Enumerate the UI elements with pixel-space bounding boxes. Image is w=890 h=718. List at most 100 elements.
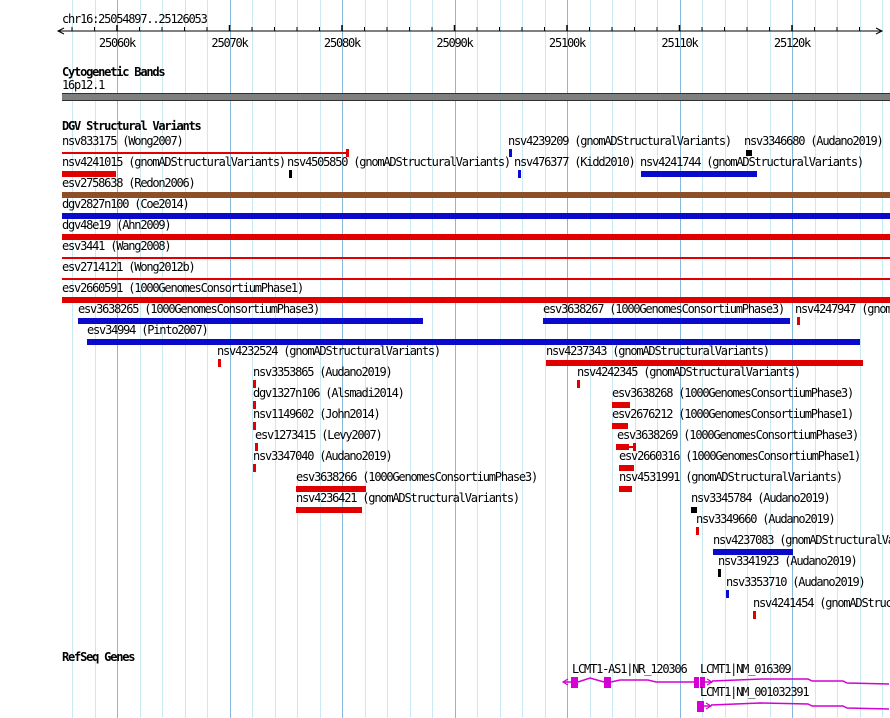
transcript-intron-line[interactable] [610,679,694,683]
transcript-exon-block[interactable] [694,677,699,688]
variant-glyph-bar[interactable] [62,234,890,240]
variant-label[interactable]: nsv4241015 (gnomADStructuralVariants) [62,155,286,169]
variant-glyph-line[interactable] [629,446,634,448]
variant-glyph-tick[interactable] [518,170,521,178]
variant-label[interactable]: nsv4239209 (gnomADStructuralVariants) [508,134,732,148]
variant-glyph-tick[interactable] [509,149,512,157]
variant-label[interactable]: esv2758638 (Redon2006) [62,176,196,190]
variant-label[interactable]: esv3638267 (1000GenomesConsortiumPhase3) [543,302,785,316]
variant-glyph-bar[interactable] [296,507,362,513]
variant-label[interactable]: esv3638268 (1000GenomesConsortiumPhase3) [612,386,854,400]
variant-glyph-line[interactable] [62,152,348,154]
transcript-exon-block[interactable] [700,677,705,688]
variant-label[interactable]: esv3638265 (1000GenomesConsortiumPhase3) [78,302,320,316]
variant-glyph-bar[interactable] [543,318,790,324]
variant-glyph-tick[interactable] [753,611,756,619]
variant-label[interactable]: esv2660316 (1000GenomesConsortiumPhase1) [619,449,861,463]
gridline-minor [409,0,411,718]
variant-label[interactable]: nsv4232524 (gnomADStructuralVariants) [217,344,441,358]
variant-glyph-line[interactable] [62,257,890,259]
variant-label[interactable]: nsv3353710 (Audano2019) [726,575,866,589]
transcript-intron-line[interactable] [710,702,890,710]
variant-glyph-bar[interactable] [78,318,423,324]
variant-label[interactable]: dgv1327n106 (Alsmadi2014) [253,386,405,400]
variant-glyph-bar[interactable] [612,423,628,429]
transcript-exon-block[interactable] [571,677,578,688]
variant-label[interactable]: nsv3346680 (Audano2019) [744,134,884,148]
variant-label[interactable]: nsv4241454 (gnomADStructuralVariants) [753,596,890,610]
variant-glyph-tick[interactable] [633,443,636,451]
gridline-major [117,0,118,718]
variant-glyph-bar[interactable] [641,171,757,177]
coordinate-ruler[interactable]: 25060k 25070k 25080k 25090k 25100k 25110k 2512… [0,0,890,56]
variant-glyph-tick[interactable] [253,401,256,409]
variant-label[interactable]: nsv833175 (Wong2007) [62,134,184,148]
variant-label[interactable]: nsv4505850 (gnomADStructuralVariants) [287,155,511,169]
variant-label[interactable]: nsv4531991 (gnomADStructuralVariants) [619,470,843,484]
variant-label[interactable]: nsv4241744 (gnomADStructuralVariants) [640,155,864,169]
variant-glyph-tick[interactable] [253,422,256,430]
variant-glyph-line[interactable] [62,278,890,280]
variant-glyph-bar[interactable] [87,339,860,345]
variant-label[interactable]: esv3638266 (1000GenomesConsortiumPhase3) [296,470,538,484]
variant-label[interactable]: nsv3349660 (Audano2019) [696,512,836,526]
variant-label[interactable]: nsv476377 (Kidd2010) [514,155,636,169]
variant-glyph-tick[interactable] [726,590,729,598]
variant-glyph-bar[interactable] [619,465,634,471]
transcript-label[interactable]: LCMT1|NM_001032391 [700,685,810,699]
variant-label[interactable]: nsv4236421 (gnomADStructuralVariants) [296,491,520,505]
variant-glyph-square[interactable] [746,150,752,156]
variant-label[interactable]: esv2660591 (1000GenomesConsortiumPhase1) [62,281,304,295]
variant-glyph-tick[interactable] [255,443,258,451]
variant-label[interactable]: esv1273415 (Levy2007) [255,428,383,442]
gridline-minor [72,0,73,718]
variant-glyph-bar[interactable] [62,171,116,177]
variant-label[interactable]: esv3441 (Wang2008) [62,239,172,253]
variant-glyph-tick[interactable] [218,359,221,367]
variant-glyph-tick[interactable] [718,569,721,577]
variant-glyph-tick[interactable] [253,464,256,472]
variant-glyph-tick[interactable] [577,380,580,388]
variant-label[interactable]: nsv4247947 (gnomADStructuralVariants) [795,302,890,316]
variant-label[interactable]: esv2714121 (Wong2012b) [62,260,196,274]
variant-label[interactable]: nsv1149602 (John2014) [253,407,381,421]
variant-glyph-square[interactable] [691,507,697,513]
transcript-label[interactable]: LCMT1-AS1|NR_120306 [572,662,688,676]
variant-glyph-bar[interactable] [62,192,890,198]
variant-glyph-bar[interactable] [546,360,863,366]
variant-label[interactable]: esv34994 (Pinto2007) [87,323,209,337]
variant-label[interactable]: nsv4237083 (gnomADStructuralVariants) [713,533,890,547]
variant-label[interactable]: nsv3347040 (Audano2019) [253,449,393,463]
gridline-minor [657,0,658,718]
variant-glyph-bar[interactable] [62,213,890,219]
cytoband-bar[interactable] [62,93,890,101]
variant-glyph-bar[interactable] [62,297,890,303]
gridline-minor [522,0,523,718]
gridline-minor [94,0,96,718]
variant-glyph-tick[interactable] [346,149,349,157]
variant-label[interactable]: esv3638269 (1000GenomesConsortiumPhase3) [617,428,859,442]
variant-glyph-bar[interactable] [713,549,793,555]
gridline-minor [859,0,861,718]
transcript-intron-line[interactable] [711,678,890,685]
transcript-exon-block[interactable] [604,677,611,688]
transcript-intron-line[interactable] [577,677,605,683]
variant-glyph-bar[interactable] [619,486,632,492]
variant-label[interactable]: dgv2827n100 (Coe2014) [62,197,190,211]
variant-glyph-bar[interactable] [612,402,630,408]
variant-label[interactable]: nsv4237343 (gnomADStructuralVariants) [546,344,770,358]
variant-label[interactable]: nsv3341923 (Audano2019) [718,554,858,568]
variant-label[interactable]: nsv3353865 (Audano2019) [253,365,393,379]
variant-glyph-bar[interactable] [616,444,629,450]
variant-label[interactable]: esv2676212 (1000GenomesConsortiumPhase1) [612,407,854,421]
transcript-label[interactable]: LCMT1|NM_016309 [700,662,792,676]
variant-glyph-tick[interactable] [696,527,699,535]
variant-glyph-tick[interactable] [289,170,292,178]
variant-label[interactable]: nsv3345784 (Audano2019) [691,491,831,505]
variant-glyph-bar[interactable] [296,486,366,492]
variant-glyph-tick[interactable] [797,317,800,325]
transcript-exon-block[interactable] [697,701,704,712]
variant-glyph-tick[interactable] [253,380,256,388]
variant-label[interactable]: nsv4242345 (gnomADStructuralVariants) [577,365,801,379]
variant-label[interactable]: dgv48e19 (Ahn2009) [62,218,172,232]
